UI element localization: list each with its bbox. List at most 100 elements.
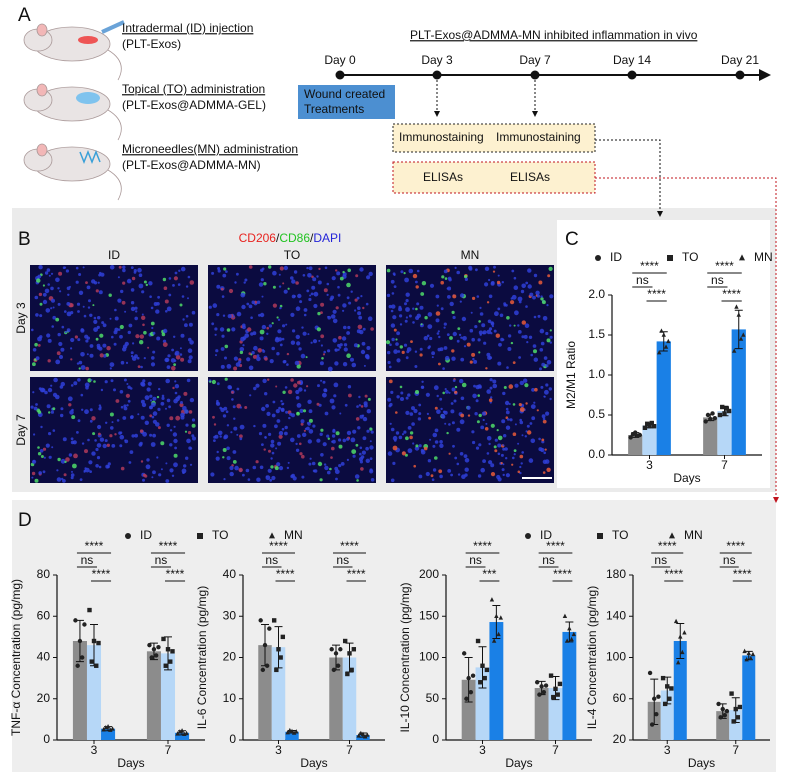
cell-dot [268, 265, 272, 269]
data-point [667, 696, 672, 701]
data-point [703, 419, 708, 424]
cell-dot [76, 302, 81, 306]
cell-dot [306, 385, 309, 388]
cell-dot [100, 388, 104, 392]
cell-dot [527, 268, 532, 273]
cell-dot [486, 389, 492, 394]
cell-dot [357, 426, 361, 430]
timeline-day: Day 0 [324, 53, 356, 67]
treatment-detail: (PLT-Exos@ADMMA-MN) [122, 158, 261, 172]
cell-dot [279, 266, 284, 271]
cell-dot [228, 385, 232, 390]
data-point [534, 680, 540, 685]
cell-dot [510, 341, 514, 345]
cell-dot [188, 355, 193, 360]
cell-dot [347, 268, 352, 273]
cell-dot [463, 345, 467, 348]
cell-dot [417, 417, 422, 421]
cell-dot [166, 365, 171, 369]
cell-dot [208, 305, 212, 309]
cell-dot [151, 356, 155, 360]
cell-dot [151, 415, 155, 419]
cell-dot [186, 438, 191, 444]
cell-dot [297, 380, 301, 385]
cell-dot [488, 327, 493, 331]
cell-dot [513, 276, 517, 280]
cell-dot [286, 466, 290, 470]
bar [489, 622, 504, 740]
cell-dot [549, 397, 552, 401]
cell-dot [276, 352, 280, 356]
cell-dot [90, 379, 93, 381]
cell-dot [369, 445, 374, 450]
data-point [663, 344, 669, 349]
cell-dot [478, 413, 482, 418]
cell-dot [215, 354, 217, 357]
cell-dot [414, 446, 420, 451]
legend-label: ID [140, 528, 152, 542]
cell-dot [282, 324, 286, 328]
start-box-text: Treatments [304, 102, 364, 116]
cell-dot [111, 421, 114, 424]
cell-dot [180, 412, 185, 418]
x-tick-label: 3 [275, 743, 282, 757]
cell-dot [187, 348, 193, 354]
cell-dot [434, 440, 439, 444]
y-axis-label: IL-6 Concentration (pg/mg) [195, 586, 209, 729]
cell-dot [477, 394, 481, 397]
cell-dot [415, 307, 418, 311]
cell-dot [78, 367, 81, 370]
cell-dot [114, 433, 117, 436]
cell-dot [327, 315, 332, 320]
cell-dot [346, 282, 351, 288]
cell-dot [66, 328, 71, 333]
data-point [360, 731, 366, 736]
cell-dot [286, 352, 290, 356]
cell-dot [305, 356, 308, 359]
data-point [735, 715, 741, 720]
cell-dot [161, 394, 165, 398]
cell-dot [498, 342, 502, 347]
cell-dot [404, 302, 407, 306]
data-point [260, 667, 266, 673]
y-tick-label: 0 [229, 732, 236, 746]
bar [673, 641, 687, 740]
cell-dot [238, 360, 242, 364]
cell-dot [443, 322, 447, 326]
cell-dot [60, 347, 65, 352]
cell-dot [108, 293, 112, 297]
cell-dot [252, 354, 257, 359]
cell-dot [126, 383, 129, 385]
cell-dot [440, 407, 443, 411]
cell-dot [191, 418, 196, 422]
cell-dot [89, 344, 94, 348]
cell-dot [106, 443, 111, 447]
cell-dot [185, 423, 189, 427]
cell-dot [295, 442, 298, 446]
cell-dot [419, 305, 424, 310]
cell-dot [251, 351, 255, 355]
cell-dot [34, 478, 39, 483]
cell-dot [150, 362, 156, 367]
cell-dot [454, 385, 458, 389]
data-point [720, 706, 725, 712]
cell-dot [98, 432, 101, 436]
cell-dot [503, 434, 507, 438]
cell-dot [265, 404, 269, 408]
cell-dot [296, 341, 301, 346]
cell-dot [505, 407, 509, 411]
treatment-detail: (PLT-Exos@ADMMA-GEL) [122, 98, 266, 112]
cell-dot [52, 306, 55, 309]
cell-dot [259, 336, 264, 341]
legend-label: ID [540, 528, 552, 542]
cell-dot [150, 442, 156, 447]
cell-dot [436, 304, 439, 307]
cell-dot [423, 446, 428, 451]
cell-dot [282, 282, 285, 285]
cell-dot [546, 338, 551, 343]
cell-dot [149, 394, 153, 398]
y-tick-label: 0 [43, 732, 50, 746]
bar [628, 435, 643, 455]
cell-dot [409, 412, 414, 416]
cell-dot [109, 434, 113, 438]
